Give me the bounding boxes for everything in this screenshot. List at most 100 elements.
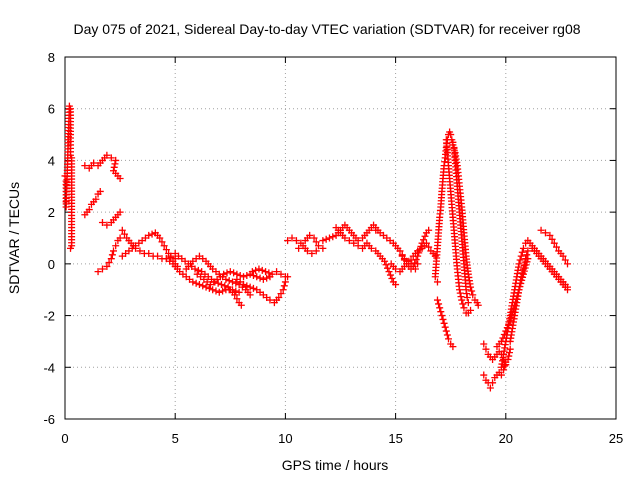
data-point — [505, 320, 513, 328]
data-point — [266, 296, 274, 304]
series-arc-3 — [94, 234, 124, 276]
data-point — [497, 371, 505, 379]
data-point — [284, 237, 292, 245]
data-point — [110, 163, 118, 171]
data-point — [382, 261, 390, 269]
data-point — [503, 324, 511, 332]
y-tick-label: 6 — [48, 102, 55, 117]
data-point — [412, 256, 420, 264]
data-point — [233, 295, 241, 303]
data-point — [255, 265, 263, 273]
data-point — [98, 265, 106, 273]
series-arc-27 — [506, 244, 572, 345]
data-point — [118, 226, 126, 234]
data-point — [441, 323, 449, 331]
data-point — [500, 331, 508, 339]
data-point — [515, 286, 523, 294]
data-point — [107, 255, 115, 263]
data-point — [517, 252, 525, 260]
data-point — [467, 283, 475, 291]
data-point — [435, 300, 443, 308]
data-point — [415, 249, 423, 257]
data-point — [145, 231, 153, 239]
y-tick-label: 0 — [48, 257, 55, 272]
grid — [65, 57, 616, 419]
data-point — [546, 231, 554, 239]
data-point — [421, 232, 429, 240]
data-point — [437, 308, 445, 316]
data-point — [436, 304, 444, 312]
series-arc-17 — [370, 221, 439, 268]
data-point — [295, 244, 303, 252]
data-point — [219, 287, 227, 295]
data-points — [61, 102, 572, 392]
data-point — [280, 282, 288, 290]
data-point — [240, 273, 248, 281]
data-point — [262, 268, 270, 276]
data-point — [223, 269, 231, 277]
data-point — [165, 250, 173, 258]
data-point — [505, 349, 513, 357]
data-point — [459, 300, 467, 308]
data-point — [230, 269, 238, 277]
data-point — [103, 151, 111, 159]
data-point — [458, 296, 466, 304]
x-tick-label: 10 — [278, 431, 292, 446]
data-point — [447, 131, 455, 139]
series-arc-2 — [81, 187, 104, 219]
data-point — [202, 283, 210, 291]
data-point — [519, 273, 527, 281]
data-point — [249, 271, 257, 279]
data-point — [194, 266, 202, 274]
data-point — [474, 301, 482, 309]
series-arc-23 — [433, 296, 457, 351]
data-point — [256, 274, 264, 282]
data-point — [109, 247, 117, 255]
series-early-points — [61, 102, 76, 252]
data-point — [524, 247, 532, 255]
data-point — [158, 238, 166, 246]
x-tick-label: 5 — [172, 431, 179, 446]
data-point — [522, 261, 530, 269]
series-arc-12 — [248, 265, 289, 281]
data-point — [277, 270, 285, 278]
data-point — [111, 160, 119, 168]
data-point — [232, 287, 240, 295]
data-point — [486, 384, 494, 392]
data-point — [515, 260, 523, 268]
data-point — [148, 230, 156, 238]
data-point — [450, 145, 458, 153]
data-point — [205, 284, 213, 292]
data-point — [263, 274, 271, 282]
data-point — [236, 271, 244, 279]
data-point — [489, 379, 497, 387]
data-point — [217, 281, 225, 289]
data-point — [516, 283, 524, 291]
series-arc-10 — [193, 268, 274, 289]
data-point — [548, 235, 556, 243]
data-point — [449, 141, 457, 149]
data-point — [252, 266, 260, 274]
data-point — [513, 292, 521, 300]
data-point — [212, 287, 220, 295]
data-point — [96, 187, 104, 195]
data-point — [497, 337, 505, 345]
x-tick-label: 20 — [499, 431, 513, 446]
data-point — [345, 237, 353, 245]
data-point — [221, 282, 229, 290]
data-point — [433, 296, 441, 304]
data-point — [564, 260, 572, 268]
data-point — [240, 281, 248, 289]
series-arc-19 — [398, 252, 422, 273]
data-point — [308, 250, 316, 258]
data-point — [281, 273, 289, 281]
data-point — [105, 259, 113, 267]
data-point — [509, 307, 517, 315]
data-point — [354, 242, 362, 250]
data-point — [511, 301, 519, 309]
series-arc-22 — [449, 141, 482, 309]
data-point — [414, 260, 422, 268]
data-point — [303, 247, 311, 255]
data-point — [417, 242, 425, 250]
data-point — [81, 162, 89, 170]
